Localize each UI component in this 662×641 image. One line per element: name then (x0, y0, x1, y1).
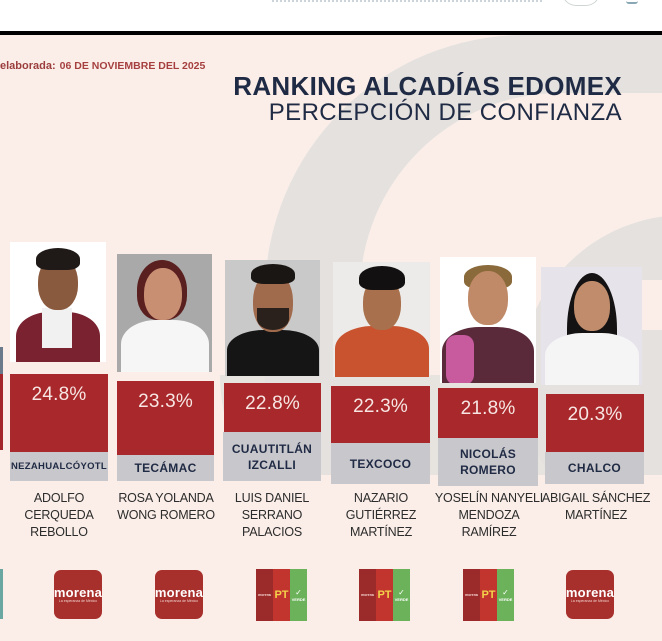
candidate-photo (440, 257, 536, 383)
candidate-name: NAZARIO GUTIÉRREZ MARTÍNEZ (345, 491, 417, 539)
coalition-logo: morena PT ✓ VERDE (256, 569, 307, 621)
municipality-label: TEXCOCO (331, 443, 430, 484)
percentage-value: 21.8% (460, 398, 516, 419)
morena-logo-text: morena (53, 584, 103, 600)
morena-logo: morena La esperanza de México (54, 570, 102, 619)
page-subtitle: PERCEPCIÓN DE CONFIANZA (268, 99, 622, 126)
municipality-name: TECÁMAC (134, 461, 197, 475)
municipality-label: CHALCO (545, 452, 644, 484)
candidate-name: ABIGAIL SÁNCHEZ MARTÍNEZ (541, 491, 651, 522)
percentage-bar: 21.8% (438, 388, 538, 438)
morena-logo: morena (359, 569, 376, 621)
whatsapp-icon (562, 0, 600, 6)
percentage-bar: 22.3% (331, 386, 430, 443)
candidate-name: YOSELÍN NANYELI MENDOZA RAMÍREZ (434, 491, 544, 539)
verde-logo: ✓ VERDE (393, 569, 410, 621)
cropped-icon (626, 0, 638, 4)
percentage-value: 24.8% (31, 384, 87, 405)
municipality-label: NICOLÁS ROMERO (438, 438, 538, 486)
candidate-photo (333, 262, 430, 377)
divider (0, 31, 662, 35)
percentage-value: 23.3% (138, 391, 193, 412)
morena-logo: morena (463, 569, 480, 621)
municipality-label: CUAUTITLÁN IZCALLI (223, 432, 321, 481)
percentage-value: 20.3% (567, 404, 623, 425)
elaborated-date-value: 06 DE NOVIEMBRE DEL 2025 (59, 60, 206, 72)
pt-logo: PT (480, 569, 497, 621)
coalition-logo: morena PT ✓ VERDE (463, 569, 514, 621)
pt-logo: PT (376, 569, 393, 621)
municipality-name: NICOLÁS ROMERO (459, 447, 517, 477)
municipality-label: NEZAHUALCÓYOTL (10, 452, 108, 481)
morena-logo: morena (256, 569, 273, 621)
verde-check-icon: ✓ (295, 587, 302, 597)
candidate-photo (225, 260, 320, 376)
partial-party-logo (0, 569, 3, 619)
background-shape (642, 280, 662, 330)
ranking-poster: elaborada: 06 DE NOVIEMBRE DEL 2025 RANKI… (0, 35, 662, 641)
percentage-bar: 23.3% (117, 381, 214, 455)
elaborated-date: elaborada: 06 DE NOVIEMBRE DEL 2025 (0, 60, 205, 72)
morena-logo-tagline: La esperanza de México (58, 598, 98, 603)
municipality-name: NEZAHUALCÓYOTL (10, 460, 108, 472)
partial-card-photo (0, 347, 3, 375)
cropped-text (272, 0, 542, 2)
candidate-photo (117, 254, 212, 372)
percentage-bar: 22.8% (224, 383, 321, 432)
verde-logo: ✓ VERDE (290, 569, 307, 621)
morena-logo-tagline: La esperanza de México (159, 598, 199, 603)
pt-logo: PT (273, 569, 290, 621)
percentage-bar: 24.8% (10, 374, 108, 452)
candidate-name: ROSA YOLANDA WONG ROMERO (117, 491, 215, 522)
partial-card-bar (0, 374, 3, 450)
page-title: RANKING ALCADÍAS EDOMEX (233, 71, 622, 101)
morena-logo-text: morena (154, 584, 204, 600)
coalition-logo: morena PT ✓ VERDE (359, 569, 410, 621)
top-cropped-strip (0, 0, 662, 31)
municipality-name: TEXCOCO (349, 456, 412, 471)
background-shape (0, 475, 662, 641)
verde-check-icon: ✓ (398, 587, 405, 597)
morena-logo: morena La esperanza de México (155, 570, 203, 619)
municipality-name: CHALCO (567, 461, 622, 475)
percentage-value: 22.3% (353, 396, 408, 417)
municipality-label: TECÁMAC (117, 455, 214, 481)
percentage-bar: 20.3% (546, 394, 644, 452)
municipality-name: CUAUTITLÁN IZCALLI (231, 441, 313, 472)
morena-logo: morena La esperanza de México (566, 570, 614, 619)
elaborated-label: elaborada: (0, 60, 56, 72)
candidate-photo (10, 242, 106, 362)
candidate-name: LUIS DANIEL SERRANO PALACIOS (234, 491, 310, 539)
candidate-name: ADOLFO CERQUEDA REBOLLO (24, 491, 94, 539)
verde-logo: ✓ VERDE (497, 569, 514, 621)
verde-check-icon: ✓ (502, 587, 509, 597)
morena-logo-tagline: La esperanza de México (570, 598, 610, 603)
morena-logo-text: morena (565, 584, 615, 600)
candidate-photo (541, 267, 642, 385)
percentage-value: 22.8% (245, 393, 300, 414)
